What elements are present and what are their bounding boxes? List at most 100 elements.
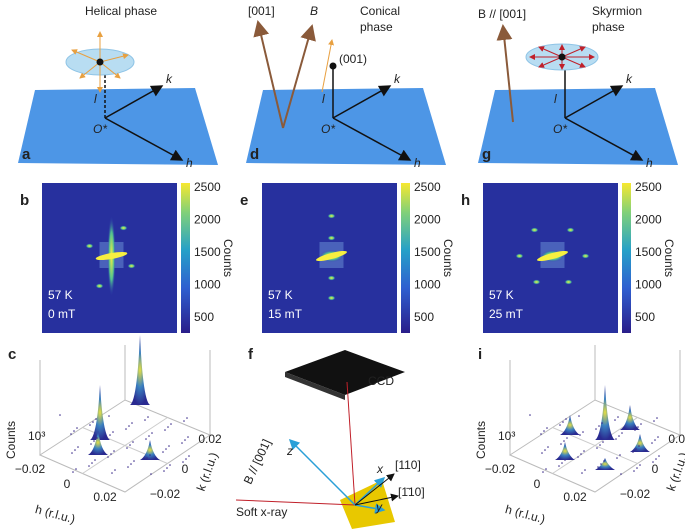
colorbar-tick-label: 500 [414, 310, 434, 324]
line [354, 503, 386, 514]
line [561, 46, 586, 58]
noise [583, 450, 585, 452]
k-tick-label: 0 [652, 462, 659, 476]
line [235, 499, 356, 506]
noise [131, 422, 133, 424]
panel-label: h [461, 192, 470, 209]
noise [564, 459, 566, 461]
noise [90, 443, 92, 445]
line [288, 438, 356, 506]
field: 15 mT [268, 307, 303, 321]
noise [144, 419, 146, 421]
temperature: 57 K [489, 288, 514, 302]
h-tick-label: −0.02 [15, 462, 46, 476]
satellite-peak [327, 295, 336, 301]
colorbar-tick-label: 500 [194, 310, 214, 324]
beam-label: Soft x-ray [236, 505, 287, 519]
labels: a l k O* h Helical phase d l k O* h Conical phase g l k… [4, 4, 685, 526]
panel-label: g [482, 146, 491, 163]
peak [88, 430, 108, 455]
axis-label: x [376, 462, 384, 476]
central-peak [537, 250, 568, 262]
noise [547, 446, 549, 448]
satellite-peak [581, 253, 590, 259]
noise [130, 463, 132, 465]
noise [71, 452, 73, 454]
phase-title: Skyrmion [592, 4, 642, 18]
k-tick-label: 0.02 [198, 432, 222, 446]
colorbar-tick-label: 1500 [194, 245, 221, 259]
noise [73, 430, 75, 432]
axis-label: k [166, 72, 173, 86]
line [496, 24, 514, 123]
line [99, 61, 121, 79]
dot [558, 53, 566, 61]
ccd-side [285, 372, 345, 400]
k-tick-label: −0.02 [620, 487, 651, 501]
noise [638, 445, 640, 447]
noise [600, 463, 602, 465]
noise [558, 465, 560, 467]
noise [187, 436, 189, 438]
axis-label: k [626, 72, 633, 86]
noise [129, 444, 131, 446]
noise [151, 432, 153, 434]
noise [170, 423, 172, 425]
noise [579, 434, 581, 436]
noise [75, 468, 77, 470]
noise [620, 473, 622, 475]
noise [91, 462, 93, 464]
phase-title: phase [360, 20, 393, 34]
noise [614, 419, 616, 421]
satellite-peak [95, 283, 104, 289]
noise [165, 448, 167, 450]
colorbar-tick-label: 1500 [635, 245, 662, 259]
origin-label: O* [553, 122, 567, 136]
panel-label: e [240, 192, 248, 209]
line [564, 117, 644, 161]
peak [140, 440, 160, 460]
noise [113, 450, 115, 452]
noise [168, 445, 170, 447]
z-tick-label: 10³ [498, 429, 515, 443]
line [282, 24, 316, 129]
noise [602, 441, 604, 443]
reciprocal-plane [478, 88, 678, 165]
line [79, 61, 101, 79]
noise [566, 437, 568, 439]
noise [636, 467, 638, 469]
noise [146, 457, 148, 459]
colorbar-tick-label: 2500 [414, 180, 441, 194]
noise [618, 435, 620, 437]
axis-label: y [375, 500, 383, 514]
peak [595, 458, 615, 470]
peak [595, 385, 615, 440]
noise [111, 472, 113, 474]
h-tick-label: 0.02 [93, 490, 117, 504]
colorbar [622, 183, 631, 333]
axis-label: z [286, 444, 293, 458]
noise [637, 426, 639, 428]
noise [639, 464, 641, 466]
panel-label: c [8, 346, 16, 363]
noise [619, 454, 621, 456]
dot [96, 58, 104, 66]
phase-title: phase [592, 20, 625, 34]
noise [95, 418, 97, 420]
noise [543, 430, 545, 432]
noise [546, 427, 548, 429]
vector-label: B [310, 4, 318, 18]
noise [181, 442, 183, 444]
peak [630, 434, 650, 452]
sample [340, 480, 395, 529]
noise [74, 449, 76, 451]
field: 25 mT [489, 307, 524, 321]
noise [634, 429, 636, 431]
line [561, 56, 586, 68]
noise [114, 469, 116, 471]
phase-title: Helical phase [85, 4, 157, 18]
axis-label: h [646, 156, 653, 170]
noise [96, 437, 98, 439]
noise [658, 455, 660, 457]
noise [149, 454, 151, 456]
